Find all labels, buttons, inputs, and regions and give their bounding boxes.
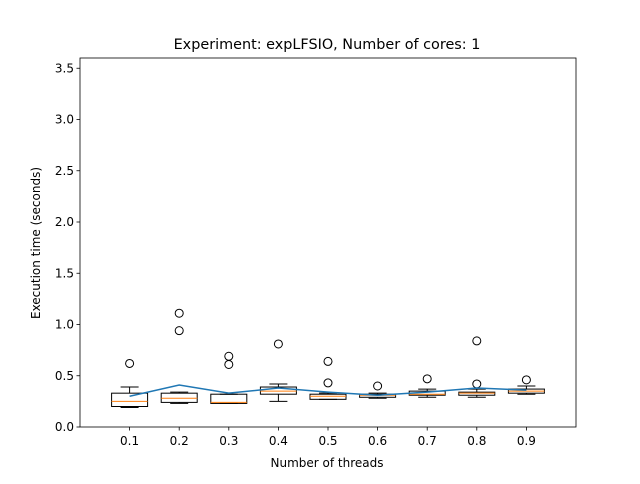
- x-tick-label: 0.1: [120, 434, 139, 448]
- x-tick-label: 0.6: [368, 434, 387, 448]
- outlier-point: [273, 339, 283, 349]
- outlier-point: [174, 308, 184, 318]
- x-tick-label: 0.3: [219, 434, 238, 448]
- y-tick-label: 0.0: [55, 420, 74, 434]
- plot-frame: [79, 57, 577, 428]
- box-iqr: [309, 393, 347, 400]
- box-iqr: [160, 392, 198, 403]
- x-tick-label: 0.2: [170, 434, 189, 448]
- y-tick-label: 2.0: [55, 215, 74, 229]
- outlier-point: [422, 374, 432, 384]
- x-axis-label: Number of threads: [271, 456, 384, 470]
- y-axis-label: Execution time (seconds): [29, 167, 43, 319]
- outlier-point: [323, 378, 333, 388]
- box-iqr: [359, 393, 397, 398]
- outlier-point: [373, 381, 383, 391]
- box-iqr: [210, 393, 248, 404]
- box-iqr: [458, 391, 496, 396]
- box-0.2: [160, 308, 198, 404]
- y-tick-label: 3.5: [55, 61, 74, 75]
- x-tick-label: 0.9: [517, 434, 536, 448]
- chart-title: Experiment: expLFSIO, Number of cores: 1: [174, 37, 481, 53]
- outlier-point: [472, 336, 482, 346]
- outlier-point: [224, 351, 234, 361]
- y-tick-label: 3.0: [55, 113, 74, 127]
- x-tick-label: 0.7: [418, 434, 437, 448]
- y-tick-label: 2.5: [55, 164, 74, 178]
- y-tick-label: 1.0: [55, 318, 74, 332]
- outlier-point: [174, 326, 184, 336]
- box-0.1: [111, 358, 149, 409]
- box-0.9: [507, 375, 545, 395]
- x-tick-label: 0.5: [318, 434, 337, 448]
- box-0.5: [309, 356, 347, 400]
- x-tick-label: 0.8: [467, 434, 486, 448]
- y-tick-label: 1.5: [55, 266, 74, 280]
- box-iqr: [111, 392, 149, 407]
- mean-line: [129, 384, 527, 397]
- y-tick-label: 0.5: [55, 369, 74, 383]
- box-0.3: [210, 351, 248, 404]
- outlier-point: [521, 375, 531, 385]
- outlier-point: [323, 356, 333, 366]
- outlier-point: [125, 358, 135, 368]
- x-tick-label: 0.4: [269, 434, 288, 448]
